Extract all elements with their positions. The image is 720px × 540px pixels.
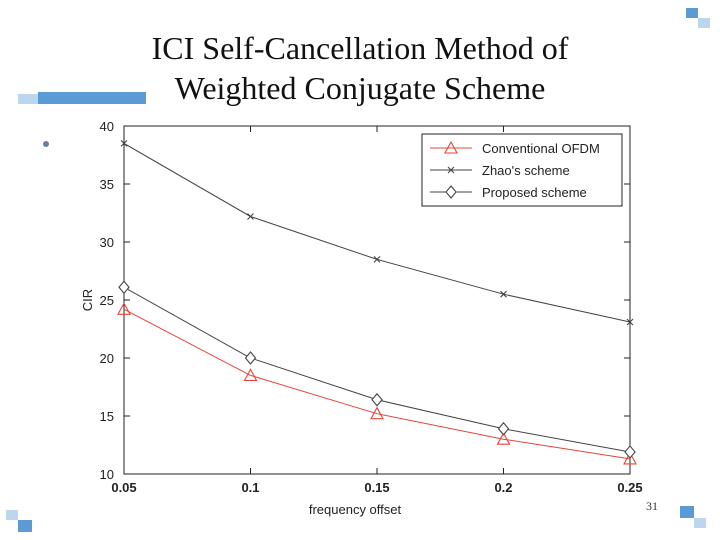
y-tick-label: 35 [100, 177, 114, 192]
data-point-zhao-s-scheme-stroke [626, 318, 634, 326]
title-decoration-left-accent [38, 92, 146, 104]
cir-chart: 10 15 20 25 30 35 40 0.05 0.1 0.15 0.2 0.25 frequenc… [80, 119, 643, 517]
data-point-conventional-ofdm [117, 302, 131, 315]
legend-marker-zhao-s-scheme [447, 166, 455, 174]
series-line-proposed-scheme [123, 286, 631, 453]
data-point-proposed-scheme [624, 445, 636, 459]
slide-title: ICI Self-Cancellation Method of Weighted… [60, 28, 660, 108]
y-tick-label: 40 [100, 119, 114, 134]
data-point-zhao-s-scheme-stroke [500, 290, 507, 298]
x-axis-label: frequency offset [309, 502, 402, 517]
data-point-zhao-s-scheme-stroke [120, 140, 128, 147]
data-point-proposed-scheme [371, 392, 383, 407]
y-tick-label: 10 [100, 467, 114, 482]
legend-marker-proposed-scheme [445, 185, 457, 199]
legend-marker-conventional-ofdm [444, 140, 458, 154]
data-point-zhao-s-scheme [373, 256, 381, 263]
slide-number: 31 [646, 499, 658, 513]
data-point-conventional-ofdm [496, 432, 511, 445]
x-tick-label: 0.05 [111, 480, 136, 495]
y-tick-label: 25 [100, 293, 114, 308]
slide-title-line-2: Weighted Conjugate Scheme [174, 70, 546, 106]
legend-marker-zhao-s-scheme-stroke [447, 166, 455, 174]
data-point-conventional-ofdm [370, 406, 384, 420]
data-point-proposed-scheme [497, 421, 510, 436]
data-point-conventional-ofdm [623, 451, 637, 465]
y-tick-label: 20 [100, 351, 114, 366]
data-point-proposed-scheme [244, 351, 257, 365]
x-tick-label: 0.2 [494, 480, 512, 495]
legend-label-proposed-scheme: Proposed scheme [482, 185, 587, 200]
data-point-zhao-s-scheme-stroke [247, 213, 254, 220]
data-point-conventional-ofdm [243, 368, 258, 381]
x-tick-label: 0.25 [617, 480, 642, 495]
slide-title-line-1: ICI Self-Cancellation Method of [151, 30, 569, 66]
legend-label-zhao-s-scheme: Zhao's scheme [482, 163, 570, 178]
data-point-zhao-s-scheme [120, 140, 128, 147]
bullet-point [43, 141, 49, 147]
y-tick-label: 30 [100, 235, 114, 250]
data-point-zhao-s-scheme [626, 318, 634, 326]
legend-label-conventional-ofdm: Conventional OFDM [482, 141, 600, 156]
x-tick-label: 0.1 [241, 480, 259, 495]
data-point-zhao-s-scheme [247, 213, 254, 220]
y-tick-label: 15 [100, 409, 114, 424]
series-line-conventional-ofdm [123, 308, 631, 460]
data-point-zhao-s-scheme [500, 290, 507, 298]
y-axis-label: CIR [80, 289, 95, 311]
data-point-proposed-scheme [118, 280, 130, 295]
x-tick-label: 0.15 [364, 480, 389, 495]
data-point-zhao-s-scheme-stroke [373, 256, 381, 263]
